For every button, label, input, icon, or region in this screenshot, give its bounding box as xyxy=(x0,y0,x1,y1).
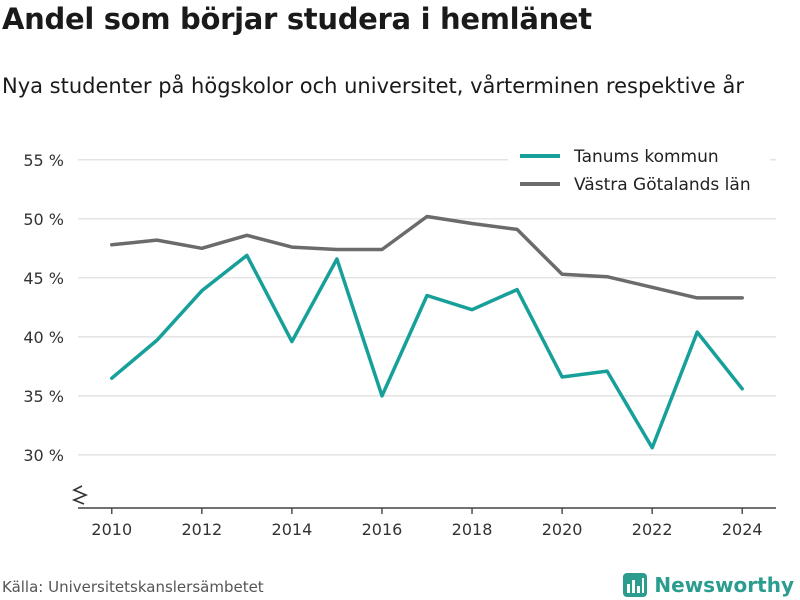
brand-logo[interactable]: Newsworthy xyxy=(622,570,794,600)
legend: Tanums kommun Västra Götalands län xyxy=(508,142,770,202)
y-tick-label: 30 % xyxy=(23,446,64,465)
y-tick-label: 55 % xyxy=(23,151,64,170)
x-tick-label: 2024 xyxy=(722,520,763,539)
chart-subtitle: Nya studenter på högskolor och universit… xyxy=(2,74,744,98)
gridlines xyxy=(78,159,776,456)
x-tick-label: 2010 xyxy=(91,520,132,539)
chart-title: Andel som börjar studera i hemlänet xyxy=(2,2,592,36)
line-chart: 30 % 35 % 40 % 45 % 50 % 55 % 2010 2012 2014 2016… xyxy=(23,142,776,539)
y-tick-label: 35 % xyxy=(23,387,64,406)
y-tick-label: 50 % xyxy=(23,210,64,229)
source-note: Källa: Universitetskanslersämbetet xyxy=(2,578,264,596)
legend-label: Västra Götalands län xyxy=(574,175,751,195)
series-line xyxy=(110,253,744,450)
legend-label: Tanums kommun xyxy=(573,147,719,167)
x-tick-label: 2016 xyxy=(362,520,403,539)
axis-break-icon xyxy=(71,485,89,505)
axes: 30 % 35 % 40 % 45 % 50 % 55 % 2010 2012 2014 2016… xyxy=(23,151,776,539)
newsworthy-logo-icon xyxy=(623,573,648,597)
x-tick-label: 2022 xyxy=(632,520,673,539)
x-tick-label: 2018 xyxy=(452,520,493,539)
series-lines xyxy=(110,214,744,450)
brand-name: Newsworthy xyxy=(654,573,794,597)
x-tick-label: 2012 xyxy=(181,520,222,539)
y-tick-label: 40 % xyxy=(23,328,64,347)
x-tick-label: 2020 xyxy=(542,520,583,539)
legend-background xyxy=(508,142,770,202)
x-tick-label: 2014 xyxy=(272,520,313,539)
series-line xyxy=(110,214,744,300)
y-tick-label: 45 % xyxy=(23,269,64,288)
